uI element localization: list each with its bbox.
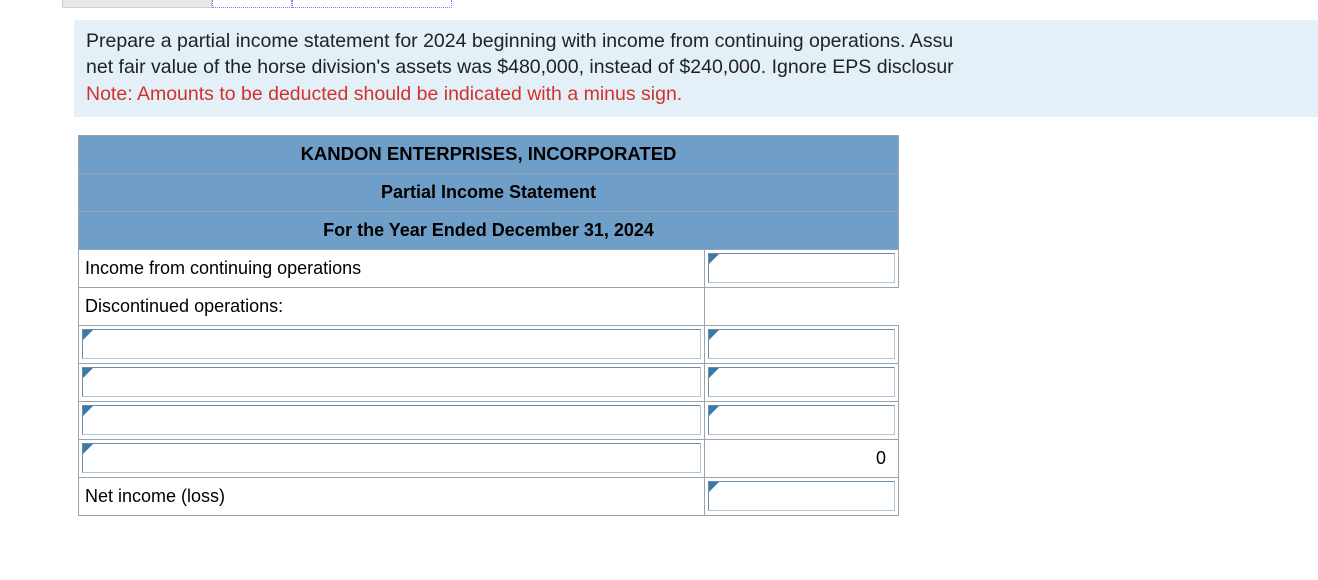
dropdown-icon xyxy=(83,406,93,416)
calc-subtotal-value: 0 xyxy=(705,440,898,477)
ruler-grey-block xyxy=(62,0,212,8)
dropdown-icon xyxy=(709,254,719,264)
table-header-title: Partial Income Statement xyxy=(79,173,899,211)
row-label-net-income: Net income (loss) xyxy=(79,478,704,515)
input-disc-desc-2[interactable] xyxy=(82,367,701,397)
dropdown-icon xyxy=(83,368,93,378)
row-label-discontinued: Discontinued operations: xyxy=(79,288,704,325)
input-disc-desc-3[interactable] xyxy=(82,405,701,435)
instruction-panel: Prepare a partial income statement for 2… xyxy=(74,20,1318,117)
dropdown-icon xyxy=(709,330,719,340)
input-disc-amount-2[interactable] xyxy=(708,367,895,397)
input-disc-amount-1[interactable] xyxy=(708,329,895,359)
input-disc-amount-3[interactable] xyxy=(708,405,895,435)
input-net-income[interactable] xyxy=(708,481,895,511)
ruler-segment-1 xyxy=(212,0,292,8)
dropdown-icon xyxy=(83,444,93,454)
dropdown-icon xyxy=(83,330,93,340)
instruction-line-1: Prepare a partial income statement for 2… xyxy=(86,28,1306,54)
ruler-segment-2 xyxy=(292,0,452,8)
top-ruler-strip xyxy=(62,0,1318,18)
input-income-continuing[interactable] xyxy=(708,253,895,283)
table-header-company: KANDON ENTERPRISES, INCORPORATED xyxy=(79,135,899,173)
dropdown-icon xyxy=(709,406,719,416)
table-header-period: For the Year Ended December 31, 2024 xyxy=(79,211,899,249)
row-label-income-continuing: Income from continuing operations xyxy=(79,250,704,287)
input-disc-desc-1[interactable] xyxy=(82,329,701,359)
instruction-line-2: net fair value of the horse division's a… xyxy=(86,54,1306,80)
dropdown-icon xyxy=(709,368,719,378)
empty-cell-discontinued xyxy=(705,287,899,325)
input-subtotal-desc[interactable] xyxy=(82,443,701,473)
income-statement-table: KANDON ENTERPRISES, INCORPORATED Partial… xyxy=(78,135,899,516)
dropdown-icon xyxy=(709,482,719,492)
instruction-note: Note: Amounts to be deducted should be i… xyxy=(86,81,1306,107)
